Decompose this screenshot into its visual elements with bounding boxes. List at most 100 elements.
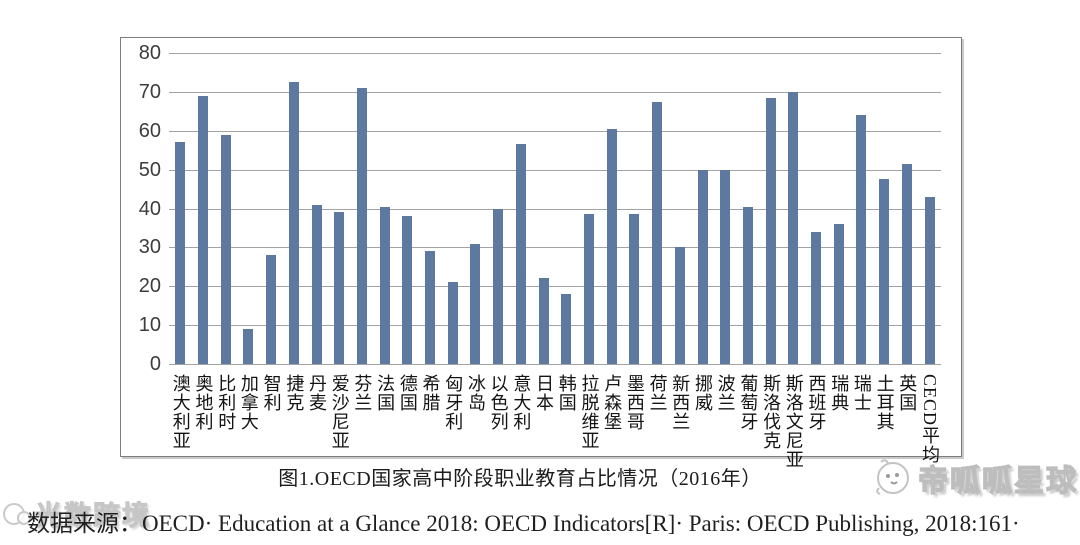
gridline <box>169 208 941 210</box>
y-tick-label: 40 <box>138 197 161 220</box>
bar <box>288 82 299 364</box>
gridline <box>169 53 941 54</box>
x-tick-label: 匈牙利 <box>443 374 464 431</box>
plot-area: 80 70 60 50 40 30 20 10 0 <box>139 42 941 375</box>
bar-column <box>328 53 351 364</box>
bar-column <box>782 53 805 364</box>
y-tick-label: 20 <box>138 275 161 298</box>
bar-column <box>578 53 601 364</box>
x-tick-label: 加拿大 <box>238 374 259 431</box>
bar <box>243 329 254 364</box>
bar-column <box>896 53 919 364</box>
bar <box>334 212 345 364</box>
x-tick-label: 希腊 <box>420 374 441 412</box>
bar-column <box>419 53 442 364</box>
y-tick-label: 0 <box>149 353 161 375</box>
bar <box>311 204 322 364</box>
y-tick-label: 10 <box>138 314 161 337</box>
bar <box>674 247 685 364</box>
bar <box>447 282 458 364</box>
x-tick-label: 卢森堡 <box>602 374 623 431</box>
gridline <box>169 286 941 288</box>
bar <box>924 196 935 364</box>
x-tick-label: 比利时 <box>216 374 237 431</box>
bar-column <box>873 53 896 364</box>
x-tick-label: 波兰 <box>715 374 736 412</box>
x-tick-label: 丹麦 <box>307 374 328 412</box>
gridline <box>169 169 941 171</box>
bar <box>561 294 572 364</box>
x-tick-label: 葡萄牙 <box>738 374 759 431</box>
x-tick-label: 韩国 <box>556 374 577 412</box>
x-tick-label: CECD平均 <box>920 374 940 465</box>
bar <box>765 97 776 364</box>
watermark-left-text: 光数跨境 <box>35 501 151 532</box>
bars-row <box>169 53 941 364</box>
y-tick-label: 30 <box>138 236 161 259</box>
y-tick-label: 60 <box>138 119 161 142</box>
bar <box>266 255 277 364</box>
bar <box>175 142 186 364</box>
x-tick-label: 西班牙 <box>806 374 827 431</box>
bar-column <box>918 53 941 364</box>
x-tick-label: 墨西哥 <box>624 374 645 431</box>
watermark-left: 光数跨境 <box>1 494 151 533</box>
x-tick-label: 斯洛伐克 <box>761 374 782 450</box>
bar-column <box>260 53 283 364</box>
bar-column <box>532 53 555 364</box>
bar <box>856 115 867 364</box>
x-tick-label: 英国 <box>897 374 918 412</box>
bar-column <box>737 53 760 364</box>
x-tick-label: 爱沙尼亚 <box>329 374 350 450</box>
x-tick-label: 新西兰 <box>670 374 691 431</box>
x-axis-labels: 澳大利亚 奥地利 比利时 加拿大 智利 捷克 丹麦 爱沙尼亚 芬兰 法国 德国 希腊 匈牙利 冰岛 以色列意… <box>169 374 941 469</box>
gridline <box>169 364 941 365</box>
bar-column <box>464 53 487 364</box>
bar <box>652 101 663 364</box>
bar-column <box>714 53 737 364</box>
x-tick-label: 瑞典 <box>829 374 850 412</box>
bar-column <box>850 53 873 364</box>
x-tick-label: 澳大利亚 <box>170 374 191 450</box>
bar <box>379 206 390 364</box>
watermark-right: 帝呱呱星球 <box>871 456 1078 500</box>
bar <box>515 144 526 364</box>
bar <box>198 95 209 364</box>
y-tick-label: 70 <box>138 80 161 103</box>
x-tick-label: 奥地利 <box>193 374 214 431</box>
bar-column <box>805 53 828 364</box>
bar <box>584 214 594 364</box>
x-tick-label: 法国 <box>375 374 396 412</box>
bar <box>833 224 844 364</box>
bar-column <box>237 53 260 364</box>
x-tick-label: 以色列 <box>488 374 509 431</box>
bar <box>879 179 890 364</box>
bar <box>402 216 413 364</box>
bar-column <box>759 53 782 364</box>
bar-column <box>441 53 464 364</box>
bar <box>742 206 753 364</box>
chart-caption: 图1.OECD国家高中阶段职业教育占比情况（2016年） <box>278 468 762 490</box>
gridline <box>169 247 941 249</box>
x-tick-label: 德国 <box>397 374 418 412</box>
bar-column <box>510 53 533 364</box>
bar <box>901 163 912 364</box>
x-tick-label: 荷兰 <box>647 374 668 412</box>
x-tick-label: 冰岛 <box>465 374 486 412</box>
bar-column <box>373 53 396 364</box>
bar <box>220 134 231 364</box>
bar-column <box>600 53 623 364</box>
bar-column <box>691 53 714 364</box>
bar <box>538 278 549 364</box>
bar-column <box>827 53 850 364</box>
chick-logo-icon <box>876 459 909 495</box>
bar <box>606 128 617 364</box>
bar <box>629 214 640 364</box>
bar-column <box>169 53 192 364</box>
bar <box>811 231 822 364</box>
x-tick-label: 智利 <box>261 374 282 412</box>
x-tick-label: 瑞士 <box>851 374 872 412</box>
x-tick-label: 拉脱维亚 <box>579 374 600 450</box>
bar <box>697 169 708 364</box>
source-text: 数据来源：OECD· Education at a Glance 2018: O… <box>27 511 1020 536</box>
